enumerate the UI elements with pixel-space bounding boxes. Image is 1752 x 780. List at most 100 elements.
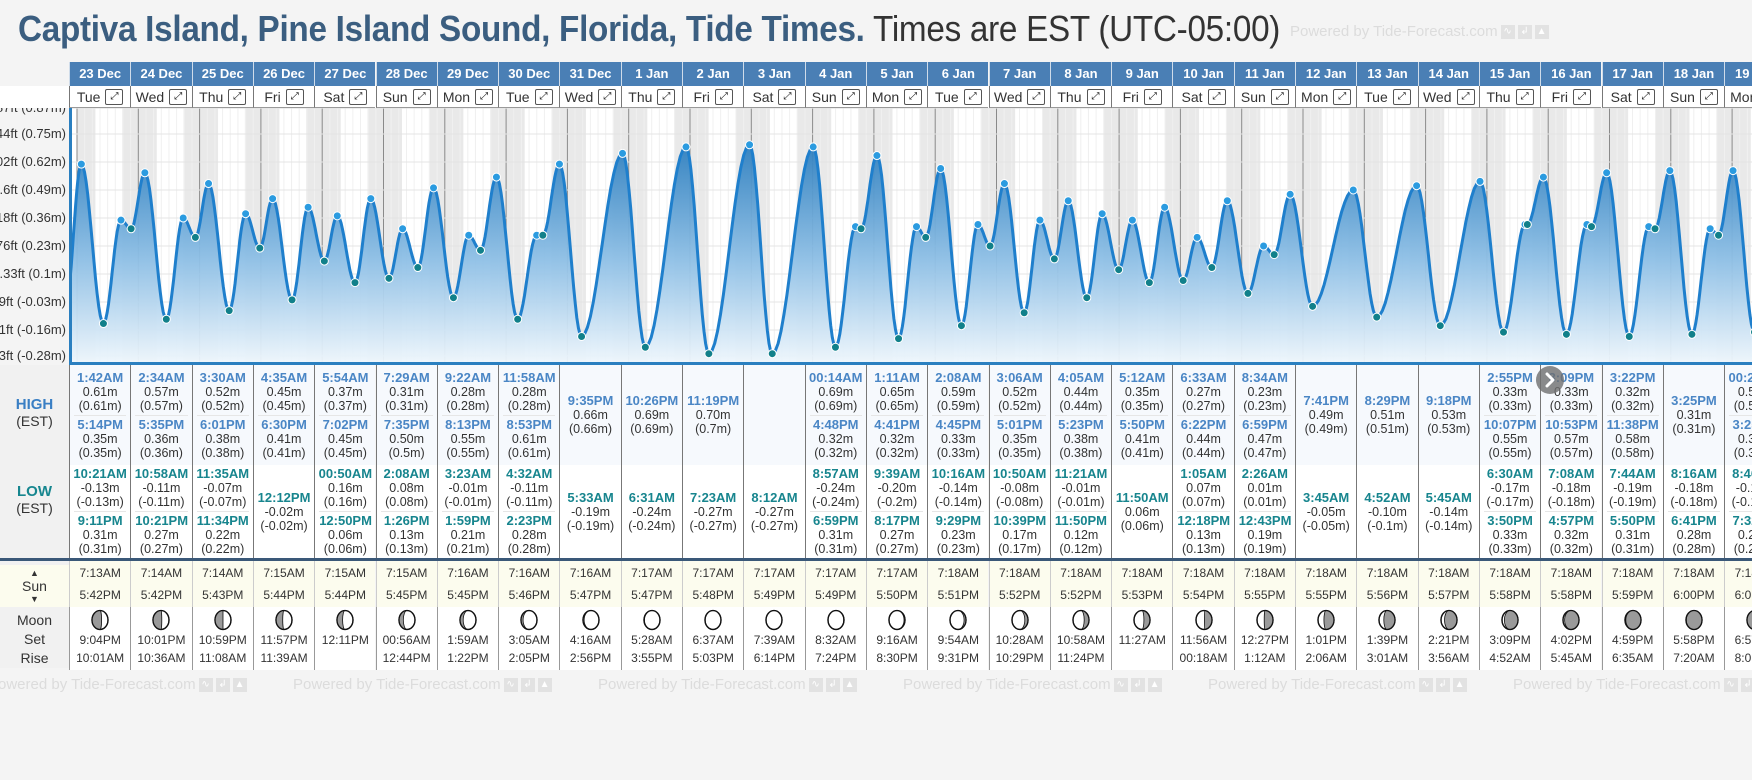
high-tide-entry: 5:23PM 0.38m (0.38m) <box>1054 414 1108 462</box>
high-tide-height-alt: (0.57m) <box>139 398 183 413</box>
weekday-cell: Sun ⤢ <box>375 86 437 108</box>
low-tide-height: 0.16m <box>327 481 363 495</box>
high-tide-entry: 9:22AM 0.28m (0.28m) <box>438 369 498 415</box>
expand-day-button[interactable]: ⤢ <box>1456 88 1475 105</box>
sunrise-time: 7:18AM <box>1182 566 1225 580</box>
expand-day-button[interactable]: ⤢ <box>657 88 676 105</box>
low-tide-point <box>1714 230 1724 240</box>
high-tide-height: 0.66m <box>573 408 608 422</box>
low-tide-entry: 2:23PM 0.28m (0.28m) <box>503 511 556 558</box>
sun-cell: 7:15AM 5:44PM <box>252 561 315 607</box>
expand-day-button[interactable]: ⤢ <box>412 88 431 105</box>
low-tide-time: 11:35AM <box>196 466 250 481</box>
expand-day-button[interactable]: ⤢ <box>1392 88 1411 105</box>
next-page-button[interactable] <box>1536 366 1564 394</box>
moonset-time: 5:58PM <box>1673 633 1715 647</box>
expand-day-button[interactable]: ⤢ <box>1270 88 1289 105</box>
high-tide-height: 0.32m <box>1615 384 1651 399</box>
low-tide-height: -0.20m <box>877 481 917 495</box>
expand-day-button[interactable]: ⤢ <box>1699 88 1718 105</box>
expand-day-button[interactable]: ⤢ <box>1086 88 1105 105</box>
low-tide-height: 0.01m <box>1247 481 1283 495</box>
low-tide-time: 10:21PM <box>135 513 189 528</box>
low-tide-time: 10:50AM <box>992 466 1047 481</box>
low-tide-time: 2:08AM <box>383 466 430 481</box>
high-tide-point <box>398 224 408 234</box>
sun-cell: 7:18AM 5:55PM <box>1233 561 1295 607</box>
high-tide-height: 0.59m <box>940 384 976 399</box>
expand-day-button[interactable]: ⤢ <box>1143 88 1162 105</box>
footer-powered-by[interactable]: Powered by Tide-Forecast.com∿↲▲ <box>598 676 857 693</box>
footer-powered-by[interactable]: Powered by Tide-Forecast.com∿↲▲ <box>293 676 552 693</box>
expand-day-button[interactable]: ⤢ <box>534 88 553 105</box>
low-tide-time: 5:50PM <box>1609 513 1656 528</box>
powered-by-link[interactable]: Powered by Tide-Forecast.com ∿ ↲ ▲ <box>1290 23 1549 40</box>
date-header: 7 Jan <box>988 62 1050 86</box>
date-header: 10 Jan <box>1172 62 1234 86</box>
expand-day-button[interactable]: ⤢ <box>598 88 617 105</box>
moon-cell: 5:58PM 7:20AM <box>1662 607 1725 670</box>
footer-powered-by[interactable]: Powered by Tide-Forecast.com∿↲▲ <box>903 676 1162 693</box>
low-tide-time: 10:58AM <box>134 466 189 481</box>
moonset-time: 3:09PM <box>1489 633 1531 647</box>
sunset-time: 5:45PM <box>447 588 489 602</box>
sunset-arrow-icon: ▼ <box>30 594 39 604</box>
low-tide-cell: 00:50AM 0.16m (0.16m) 12:50PM 0.06m (0.06m) <box>314 465 376 558</box>
moonrise-time: 2:05PM <box>508 651 550 665</box>
high-tide-point <box>464 230 474 240</box>
moon-phase-icon <box>1378 609 1397 631</box>
expand-day-button[interactable]: ⤢ <box>963 88 982 105</box>
high-tide-entry: 7:02PM 0.45m (0.45m) <box>319 414 372 462</box>
expand-day-button[interactable]: ⤢ <box>1573 88 1591 105</box>
high-tide-height: 0.33m <box>1553 384 1589 399</box>
watermark-logo-icon: ↲ <box>1740 677 1752 692</box>
low-tide-height-alt: (0.07m) <box>1182 495 1226 509</box>
high-tide-point <box>1602 168 1612 178</box>
weekday-label: Wed <box>993 88 1023 105</box>
sunset-time: 5:56PM <box>1366 588 1409 602</box>
moonrise-time: 5:45AM <box>1550 651 1593 665</box>
footer-powered-by[interactable]: Powered by Tide-Forecast.com∿↲▲ <box>0 676 247 693</box>
weekday-cell: Tue ⤢ <box>1356 86 1418 108</box>
weekday-label: Sun <box>382 88 408 105</box>
sun-cell: 7:17AM 5:47PM <box>620 561 682 607</box>
low-tide-time: 10:21AM <box>73 466 127 481</box>
expand-day-button[interactable]: ⤢ <box>1333 88 1352 105</box>
high-tide-point <box>1192 232 1202 242</box>
expand-day-button[interactable]: ⤢ <box>1636 88 1655 105</box>
high-tide-time: 4:41PM <box>874 416 920 432</box>
expand-day-button[interactable]: ⤢ <box>475 88 494 105</box>
high-tide-point <box>1259 241 1269 251</box>
footer-powered-by[interactable]: Powered by Tide-Forecast.com∿↲▲ <box>1513 676 1752 693</box>
expand-day-button[interactable]: ⤢ <box>841 88 860 105</box>
high-tide-entry: 6:59PM 0.47m (0.47m) <box>1238 414 1291 462</box>
low-tide-time: 4:57PM <box>1548 513 1595 528</box>
expand-day-button[interactable]: ⤢ <box>714 88 733 105</box>
expand-day-button[interactable]: ⤢ <box>105 88 124 105</box>
moon-phase-icon <box>91 609 109 631</box>
low-tide-point <box>856 224 866 234</box>
high-tide-height: 0.51m <box>1370 408 1405 422</box>
expand-day-button[interactable]: ⤢ <box>228 88 247 105</box>
footer-powered-by[interactable]: Powered by Tide-Forecast.com∿↲▲ <box>1208 676 1467 693</box>
high-tide-time: 4:05AM <box>1057 369 1105 385</box>
expand-day-button[interactable]: ⤢ <box>169 88 188 105</box>
sun-cell: 7:16AM 5:45PM <box>436 561 499 607</box>
expand-day-button[interactable]: ⤢ <box>349 88 368 105</box>
moon-phase-icon <box>1685 609 1703 631</box>
expand-day-button[interactable]: ⤢ <box>778 88 797 105</box>
sun-cell: 7:16AM 5:46PM <box>498 561 560 607</box>
watermark-logo-icon: ∿ <box>1418 677 1433 692</box>
sun-cell: 7:15AM 5:45PM <box>375 561 437 607</box>
moon-cell: 9:54AM 9:31PM <box>927 607 989 670</box>
sun-cell: 7:17AM 5:48PM <box>682 561 744 607</box>
expand-day-button[interactable]: ⤢ <box>1515 88 1534 105</box>
low-tide-height: -0.24m <box>816 481 856 495</box>
low-tide-cell: 4:52AM -0.10m (-0.1m) <box>1356 465 1418 558</box>
footer-watermarks: Powered by Tide-Forecast.com ∿ ↲ ▲ Powered b… <box>0 670 1752 700</box>
expand-day-button[interactable]: ⤢ <box>285 88 304 105</box>
expand-day-button[interactable]: ⤢ <box>1207 88 1226 105</box>
expand-day-button[interactable]: ⤢ <box>1027 88 1046 105</box>
expand-day-button[interactable]: ⤢ <box>904 88 923 105</box>
tide-curve <box>69 143 1752 356</box>
